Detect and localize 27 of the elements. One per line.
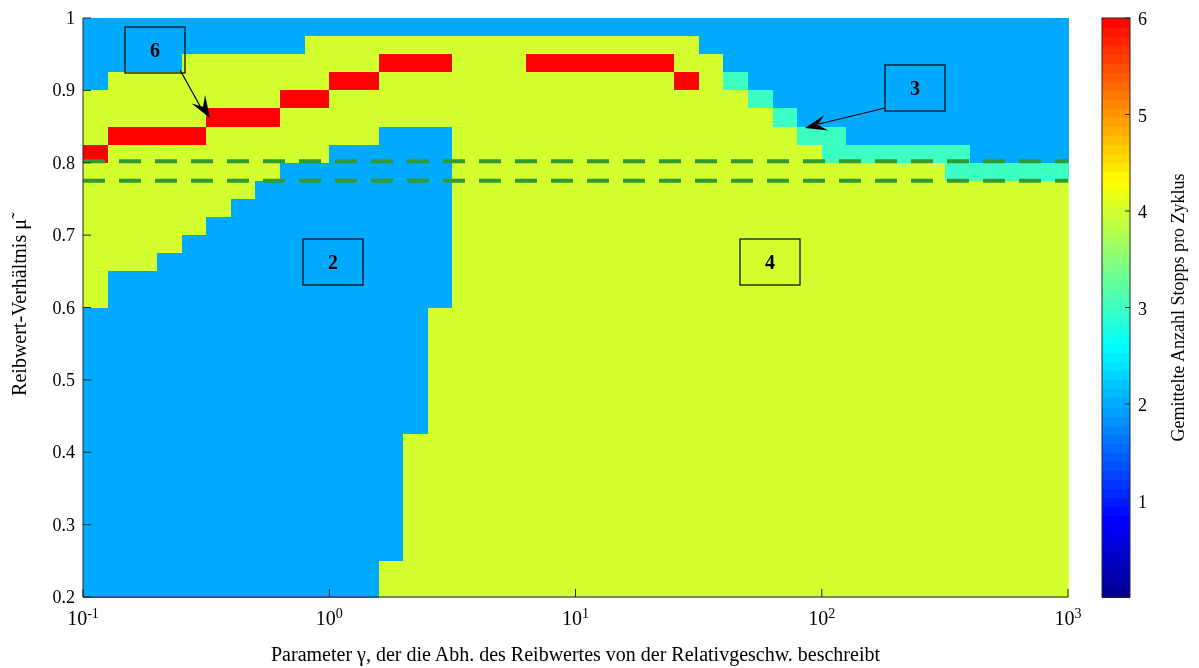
y-tick-label: 0.8	[52, 152, 75, 173]
color-bar-label: 3	[1138, 298, 1147, 319]
y-tick-label: 0.4	[52, 442, 75, 463]
color-bar-label: 6	[1138, 9, 1147, 29]
x-tick-label: 10$^{1}$	[562, 605, 589, 629]
y-tick-label: 0.9	[52, 80, 75, 101]
color-bar-label: 4	[1138, 202, 1147, 222]
color-bar-label: 5	[1138, 105, 1147, 126]
x-tick-label: 10$^{0}$	[315, 605, 343, 629]
x-tick-label: 10$^{2}$	[808, 605, 836, 629]
color-bar-title: Gemittelte Anzahl Stopps pro Zyklus	[1168, 173, 1188, 442]
annotation: 4	[765, 251, 775, 273]
annotation: 6	[150, 39, 160, 61]
y-tick-label: 0.6	[52, 297, 75, 318]
annotation: 3	[910, 77, 920, 99]
y-tick-label: 0.3	[52, 514, 75, 535]
y-tick-label: 0.7	[52, 225, 75, 246]
color-bar-label: 1	[1138, 491, 1147, 512]
x-tick-label: 10$^{3}$	[1054, 605, 1082, 629]
x-axis-title: Parameter γ, der die Abh. des Reibwertes von der Relativgeschw. beschreibt	[270, 643, 881, 666]
annotation: 2	[328, 251, 338, 273]
y-tick-label: 0.5	[52, 369, 75, 390]
y-tick-label: 0.2	[52, 587, 75, 607]
y-axis-title: Reibwert-Verhältnis μ̃	[8, 212, 31, 396]
color-bar-label: 2	[1138, 395, 1147, 415]
x-tick-label: 10$^{-1}$	[67, 605, 99, 629]
y-tick-label: 1	[66, 8, 75, 28]
